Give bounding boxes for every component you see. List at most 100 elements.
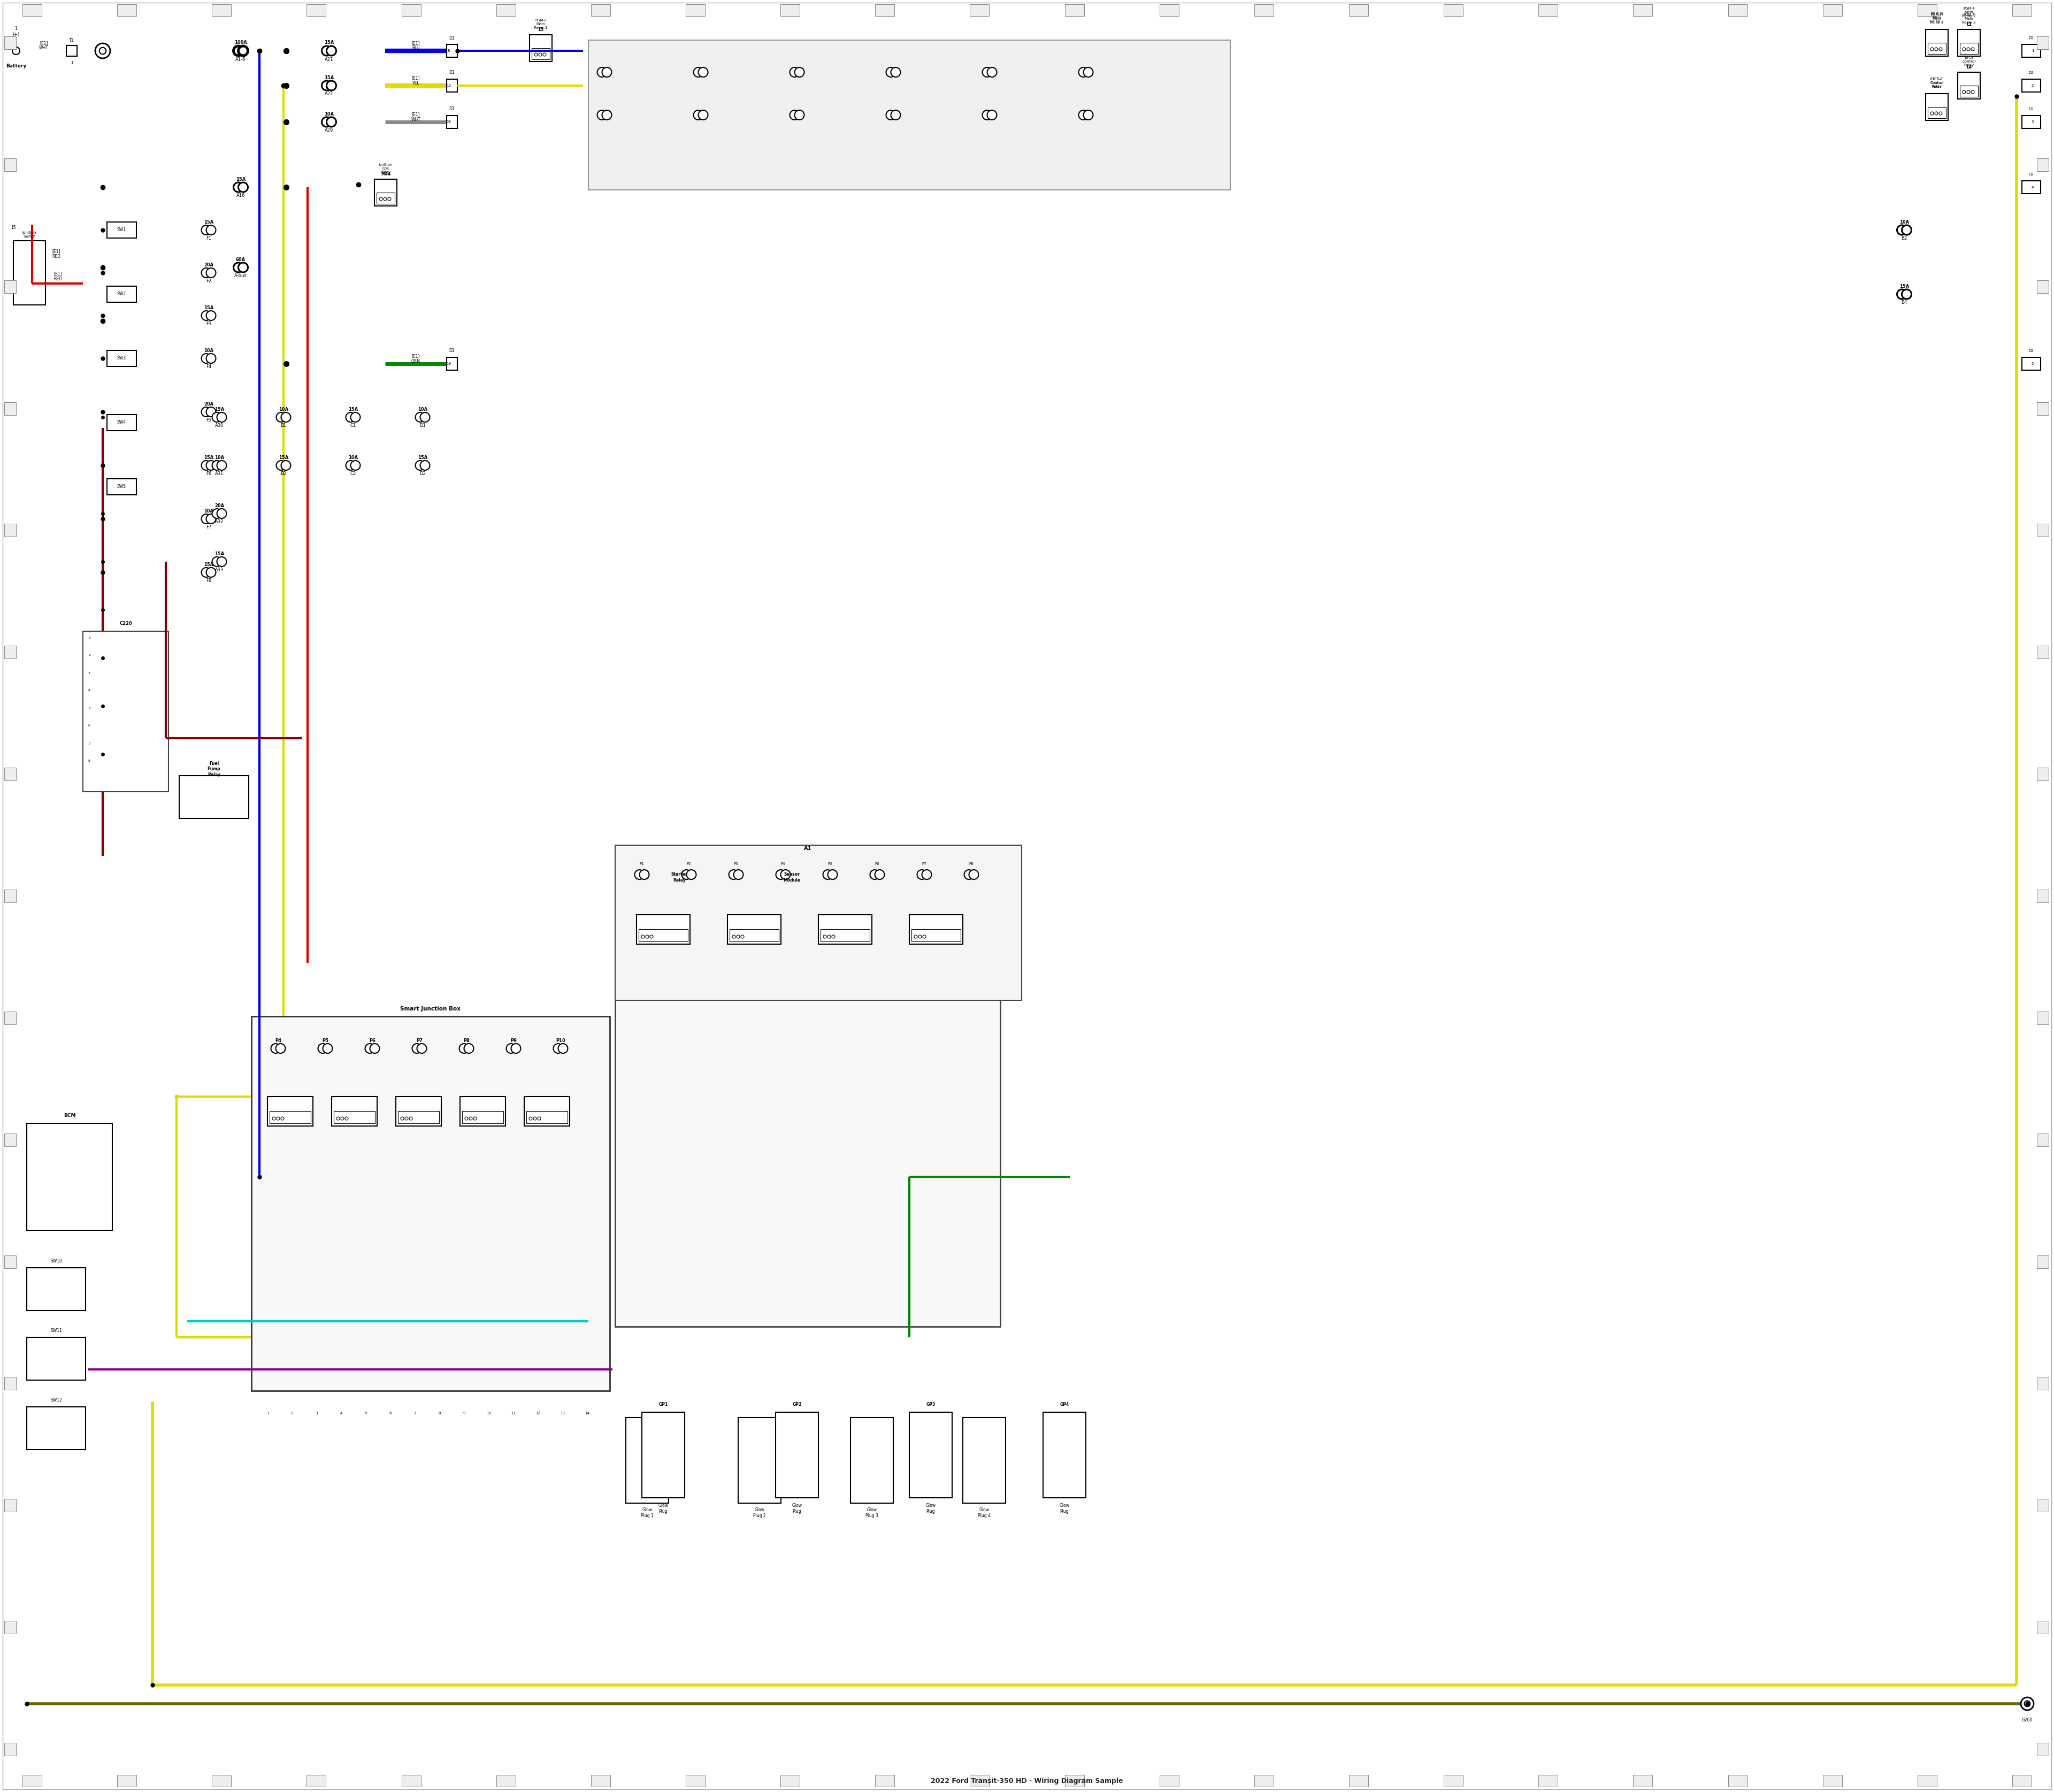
Bar: [4, 280, 16, 292]
Text: ETCS
Control
Relay: ETCS Control Relay: [1962, 56, 1976, 66]
Circle shape: [1931, 111, 1933, 115]
Bar: [637, 914, 690, 944]
Bar: [1444, 4, 1462, 16]
Bar: [1064, 4, 1085, 16]
Bar: [306, 4, 327, 16]
Text: A32: A32: [216, 520, 224, 525]
Circle shape: [737, 935, 739, 939]
Text: [E1]: [E1]: [39, 41, 47, 47]
Text: B2: B2: [281, 471, 286, 477]
Text: 1: 1: [267, 1412, 269, 1416]
Bar: [2038, 1133, 2048, 1147]
Text: 8: 8: [448, 48, 450, 52]
Text: SW4: SW4: [117, 419, 125, 425]
Bar: [2021, 79, 2040, 91]
Circle shape: [205, 461, 216, 470]
Text: SW10: SW10: [49, 1260, 62, 1263]
Circle shape: [1902, 226, 1912, 235]
Circle shape: [885, 109, 896, 120]
Text: P6: P6: [370, 1038, 376, 1043]
Text: 15A: 15A: [203, 305, 214, 310]
Text: P2: P2: [686, 862, 692, 866]
Bar: [592, 1774, 610, 1787]
Text: P5: P5: [322, 1038, 329, 1043]
Bar: [526, 1111, 567, 1124]
Circle shape: [205, 226, 216, 235]
Bar: [396, 1097, 442, 1125]
Bar: [27, 1124, 113, 1231]
Text: D2: D2: [2029, 36, 2033, 39]
Text: B4: B4: [1902, 301, 1908, 305]
Bar: [398, 1111, 440, 1124]
Text: 20A: 20A: [214, 504, 224, 507]
Text: PGM-F
Main
Relay 2: PGM-F Main Relay 2: [1962, 7, 1976, 18]
Text: C2: C2: [349, 471, 355, 477]
Circle shape: [635, 869, 645, 880]
Bar: [737, 1417, 781, 1503]
Text: B2: B2: [1902, 237, 1908, 240]
Bar: [820, 930, 869, 941]
Circle shape: [791, 109, 799, 120]
Text: 11: 11: [511, 1412, 516, 1416]
Circle shape: [824, 869, 832, 880]
Bar: [269, 1111, 310, 1124]
Bar: [1633, 4, 1653, 16]
Circle shape: [415, 412, 425, 423]
Circle shape: [511, 1043, 522, 1054]
Circle shape: [598, 109, 606, 120]
Bar: [107, 222, 136, 238]
Text: F1: F1: [205, 237, 212, 240]
Circle shape: [99, 47, 107, 54]
Text: 28: 28: [446, 120, 452, 124]
Circle shape: [238, 263, 249, 272]
Bar: [2038, 158, 2048, 170]
Bar: [532, 48, 550, 59]
Circle shape: [795, 109, 805, 120]
Text: Glow
Plug 4: Glow Plug 4: [978, 1507, 990, 1518]
Circle shape: [1898, 226, 1906, 235]
Text: [E1]: [E1]: [411, 353, 419, 358]
Text: A1: A1: [803, 846, 811, 851]
Bar: [781, 1774, 799, 1787]
Text: L5: L5: [538, 27, 544, 32]
Text: T1: T1: [70, 38, 74, 43]
Circle shape: [698, 109, 709, 120]
Text: D1: D1: [450, 70, 454, 75]
Circle shape: [201, 226, 212, 235]
Circle shape: [781, 869, 791, 880]
Text: B1: B1: [281, 423, 286, 428]
Bar: [875, 4, 893, 16]
Bar: [364, 1288, 550, 1385]
Bar: [1929, 108, 1945, 118]
Text: F8: F8: [205, 579, 212, 584]
Bar: [1822, 1774, 1842, 1787]
Bar: [446, 79, 458, 91]
Bar: [631, 883, 727, 946]
Bar: [66, 45, 78, 56]
Circle shape: [795, 68, 805, 77]
Text: D2: D2: [2029, 72, 2033, 73]
Text: 15A: 15A: [325, 75, 335, 81]
Bar: [2038, 1622, 2048, 1634]
Circle shape: [871, 869, 879, 880]
Bar: [2038, 1254, 2048, 1269]
Text: F4: F4: [205, 364, 212, 369]
Circle shape: [413, 1043, 421, 1054]
Text: P4: P4: [781, 862, 785, 866]
Text: SW1: SW1: [117, 228, 125, 233]
Text: 15: 15: [10, 226, 16, 229]
Circle shape: [201, 353, 212, 364]
Circle shape: [421, 412, 429, 423]
Bar: [2038, 401, 2048, 416]
Circle shape: [694, 68, 702, 77]
Bar: [2038, 36, 2048, 48]
Bar: [639, 930, 688, 941]
Bar: [251, 1016, 610, 1391]
Circle shape: [318, 1043, 329, 1054]
Bar: [587, 39, 1230, 190]
Text: Glow
Plug: Glow Plug: [793, 1503, 801, 1514]
Text: Ignition
Coil
Relay: Ignition Coil Relay: [378, 163, 392, 174]
Text: YEL: YEL: [413, 81, 419, 86]
Text: 5: 5: [366, 1412, 368, 1416]
Text: 15A: 15A: [203, 563, 214, 566]
